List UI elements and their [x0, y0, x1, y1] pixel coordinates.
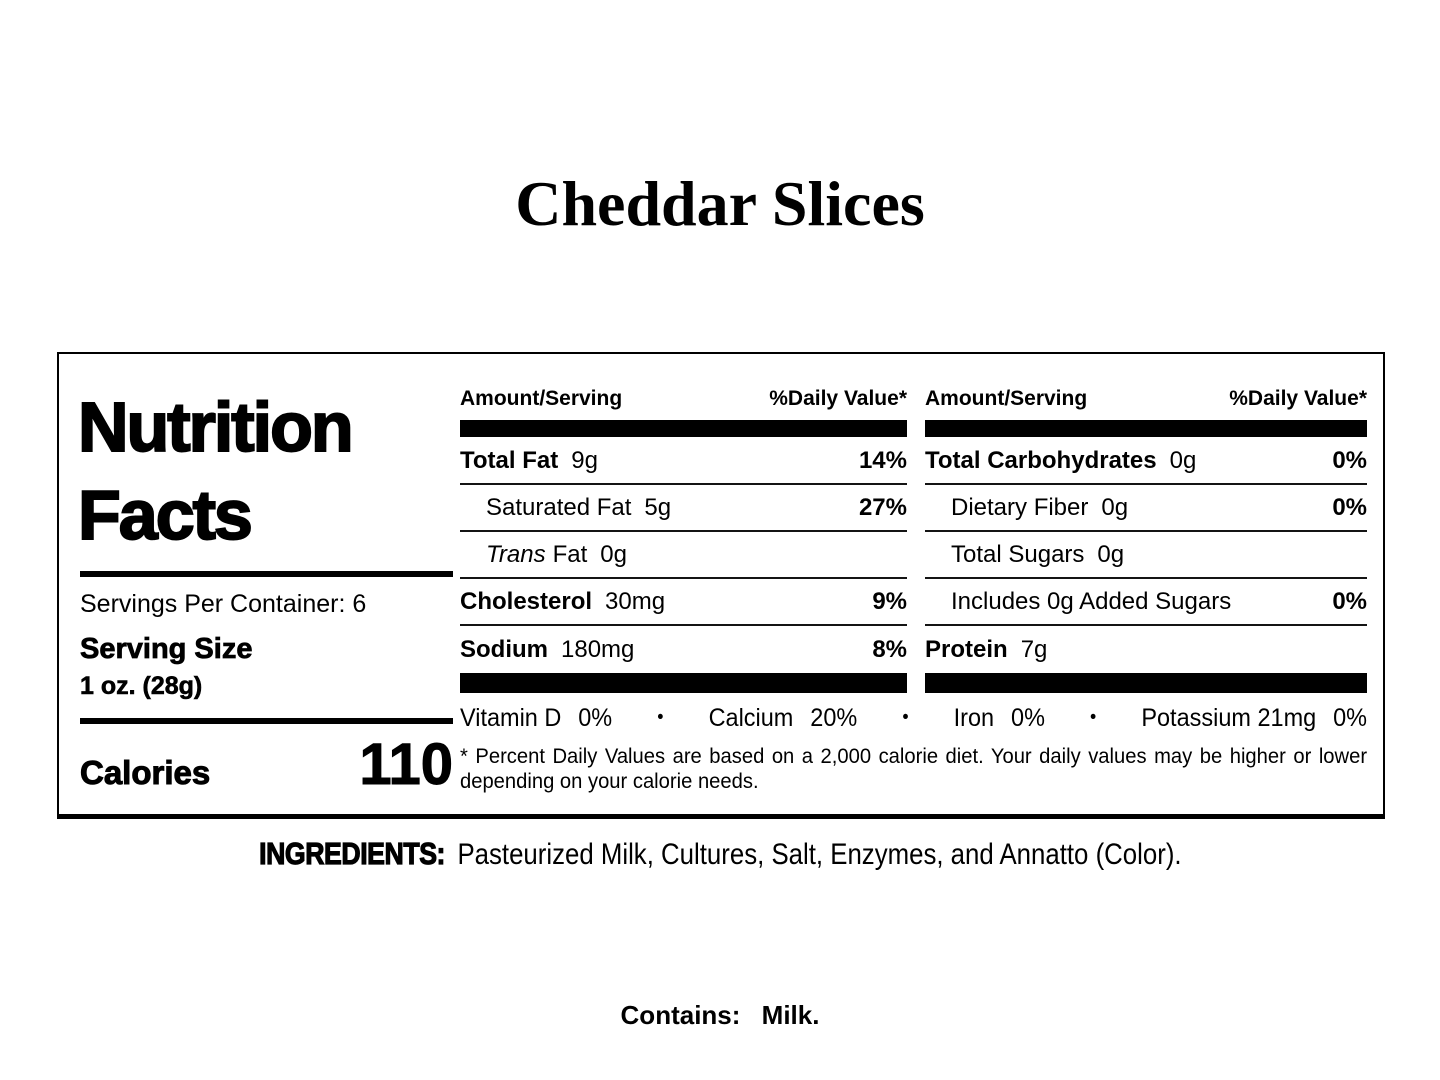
- nutrient-row-added-sugars: Includes 0g Added Sugars 0%: [925, 579, 1367, 626]
- ingredients-label: INGREDIENTS:: [258, 835, 445, 871]
- contains-value: Milk.: [761, 1000, 820, 1030]
- header-bar: [460, 420, 907, 437]
- carbohydrate-column-header: Amount/Serving %Daily Value*: [925, 387, 1367, 411]
- nutrient-name: Total Sugars: [951, 540, 1085, 568]
- micronutrient-value: 20%: [810, 703, 858, 732]
- nutrient-name: Protein: [925, 635, 1008, 663]
- nutrition-facts-panel: Nutrition Facts Servings Per Container: …: [57, 352, 1385, 819]
- nutrition-facts-heading-line1: Nutrition: [77, 387, 355, 467]
- nutrient-name: Fat: [552, 540, 588, 568]
- bullet-separator: •: [657, 707, 664, 728]
- nutrient-row-protein: Protein 7g: [925, 626, 1367, 673]
- calories-row: Calories 110: [79, 732, 454, 797]
- micronutrient-iron: Iron 0%: [954, 704, 1045, 733]
- nutrient-row-saturated-fat: Saturated Fat 5g 27%: [460, 485, 907, 532]
- nutrient-name: Cholesterol: [460, 587, 593, 615]
- daily-value-header: %Daily Value*: [769, 387, 907, 410]
- nutrient-daily-value: 0%: [1332, 587, 1367, 615]
- header-bar: [925, 420, 1367, 437]
- nutrient-name: Total Fat: [460, 446, 559, 474]
- contains-label: Contains:: [620, 1000, 741, 1030]
- nutrient-daily-value: 0%: [1332, 493, 1367, 521]
- servings-per-container: Servings Per Container: 6: [80, 590, 367, 618]
- serving-size-label: Serving Size: [80, 633, 253, 666]
- nutrient-row-total-carbohydrates: Total Carbohydrates 0g 0%: [925, 438, 1367, 485]
- calories-label: Calories: [79, 754, 211, 792]
- nutrient-amount: 180mg: [561, 635, 635, 663]
- nutrient-row-cholesterol: Cholesterol 30mg 9%: [460, 579, 907, 626]
- product-title: Cheddar Slices: [515, 168, 925, 239]
- daily-value-header: %Daily Value*: [1229, 387, 1367, 410]
- nutrient-amount: 0g: [1169, 446, 1197, 474]
- divider-rule: [80, 718, 453, 724]
- nutrient-daily-value: 9%: [872, 587, 907, 615]
- nutrient-name: Includes 0g Added Sugars: [951, 587, 1232, 615]
- nutrient-name-italic: Trans: [486, 540, 546, 568]
- micronutrient-name: Iron: [953, 703, 995, 732]
- micronutrient-value: 0%: [1011, 703, 1045, 732]
- nutrient-daily-value: 0%: [1332, 446, 1367, 474]
- nutrient-row-total-sugars: Total Sugars 0g: [925, 532, 1367, 579]
- nutrient-amount: 5g: [644, 493, 672, 521]
- nutrition-facts-heading: Nutrition Facts: [77, 383, 355, 559]
- section-bar: [460, 673, 907, 693]
- nutrient-daily-value: 14%: [858, 446, 907, 474]
- nutrient-name: Total Carbohydrates: [925, 446, 1157, 474]
- micronutrients-row: Vitamin D 0% • Calcium 20% • Iron 0% • P…: [460, 700, 1367, 736]
- nutrient-amount: 9g: [571, 446, 598, 474]
- nutrient-name: Dietary Fiber: [951, 493, 1089, 521]
- nutrient-amount: 0g: [1101, 493, 1129, 521]
- ingredients-text: Pasteurized Milk, Cultures, Salt, Enzyme…: [457, 838, 1182, 871]
- nutrient-row-dietary-fiber: Dietary Fiber 0g 0%: [925, 485, 1367, 532]
- ingredients-line: INGREDIENTS: Pasteurized Milk, Cultures,…: [0, 835, 1440, 872]
- nutrient-row-sodium: Sodium 180mg 8%: [460, 626, 907, 673]
- amount-serving-header: Amount/Serving: [460, 387, 623, 410]
- nutrient-amount: 0g: [1097, 540, 1125, 568]
- nutrition-facts-heading-line2: Facts: [77, 475, 254, 555]
- micronutrient-calcium: Calcium 20%: [709, 704, 858, 733]
- micronutrient-potassium: Potassium 21mg 0%: [1141, 704, 1367, 733]
- micronutrient-name: Calcium: [708, 703, 794, 732]
- nutrient-daily-value: 8%: [872, 635, 907, 663]
- fat-column-header: Amount/Serving %Daily Value*: [460, 387, 907, 411]
- calories-value: 110: [359, 732, 454, 797]
- bullet-separator: •: [902, 707, 909, 728]
- bullet-separator: •: [1090, 707, 1097, 728]
- nutrient-amount: 7g: [1020, 635, 1048, 663]
- divider-rule: [80, 571, 453, 577]
- nutrient-daily-value: 27%: [858, 493, 907, 521]
- micronutrient-value: 0%: [1333, 703, 1368, 732]
- micronutrient-name: Potassium 21mg: [1141, 703, 1317, 732]
- nutrient-amount: 0g: [600, 540, 627, 568]
- carbohydrate-rows: Total Carbohydrates 0g 0% Dietary Fiber …: [925, 438, 1367, 673]
- micronutrient-vitamin-d: Vitamin D 0%: [460, 704, 612, 733]
- nutrient-amount: 30mg: [605, 587, 666, 615]
- nutrient-row-trans-fat: Trans Fat 0g: [460, 532, 907, 579]
- micronutrient-value: 0%: [578, 703, 613, 732]
- section-bar: [925, 673, 1367, 693]
- ingredients-inner: INGREDIENTS: Pasteurized Milk, Cultures,…: [258, 835, 1182, 872]
- contains-line: Contains: Milk.: [0, 1000, 1440, 1031]
- serving-size-value: 1 oz. (28g): [80, 672, 203, 701]
- nutrient-row-total-fat: Total Fat 9g 14%: [460, 438, 907, 485]
- nutrient-name: Sodium: [460, 635, 548, 663]
- nutrient-name: Saturated Fat: [486, 493, 632, 521]
- fat-rows: Total Fat 9g 14% Saturated Fat 5g 27% Tr…: [460, 438, 907, 673]
- daily-value-footnote: * Percent Daily Values are based on a 2,…: [460, 744, 1368, 793]
- micronutrient-name: Vitamin D: [460, 703, 562, 732]
- amount-serving-header: Amount/Serving: [925, 387, 1088, 410]
- nutrition-facts-left-column: Nutrition Facts Servings Per Container: …: [77, 354, 454, 814]
